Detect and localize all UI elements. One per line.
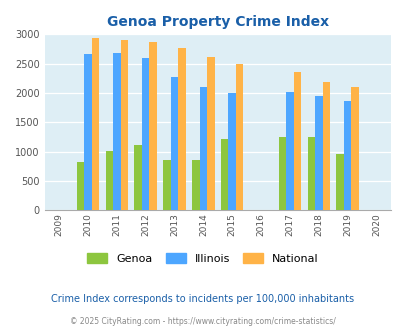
Bar [77, 162, 84, 210]
Bar [314, 96, 322, 210]
Text: © 2025 CityRating.com - https://www.cityrating.com/crime-statistics/: © 2025 CityRating.com - https://www.city… [70, 317, 335, 326]
Bar [141, 58, 149, 210]
Bar [220, 139, 228, 210]
Text: Crime Index corresponds to incidents per 100,000 inhabitants: Crime Index corresponds to incidents per… [51, 294, 354, 304]
Bar [120, 40, 128, 210]
Bar [149, 42, 156, 210]
Bar [235, 64, 243, 210]
Bar [351, 87, 358, 210]
Legend: Genoa, Illinois, National: Genoa, Illinois, National [83, 249, 322, 268]
Bar [207, 57, 214, 210]
Bar [84, 54, 92, 210]
Bar [163, 160, 171, 210]
Bar [92, 38, 99, 210]
Bar [307, 137, 314, 210]
Bar [322, 82, 329, 210]
Bar [343, 101, 351, 210]
Title: Genoa Property Crime Index: Genoa Property Crime Index [107, 15, 328, 29]
Bar [134, 145, 141, 210]
Bar [178, 49, 185, 210]
Bar [336, 154, 343, 210]
Bar [286, 92, 293, 210]
Bar [278, 137, 286, 210]
Bar [105, 151, 113, 210]
Bar [192, 160, 199, 210]
Bar [113, 53, 120, 210]
Bar [199, 87, 207, 210]
Bar [228, 93, 235, 210]
Bar [293, 72, 301, 210]
Bar [171, 77, 178, 210]
